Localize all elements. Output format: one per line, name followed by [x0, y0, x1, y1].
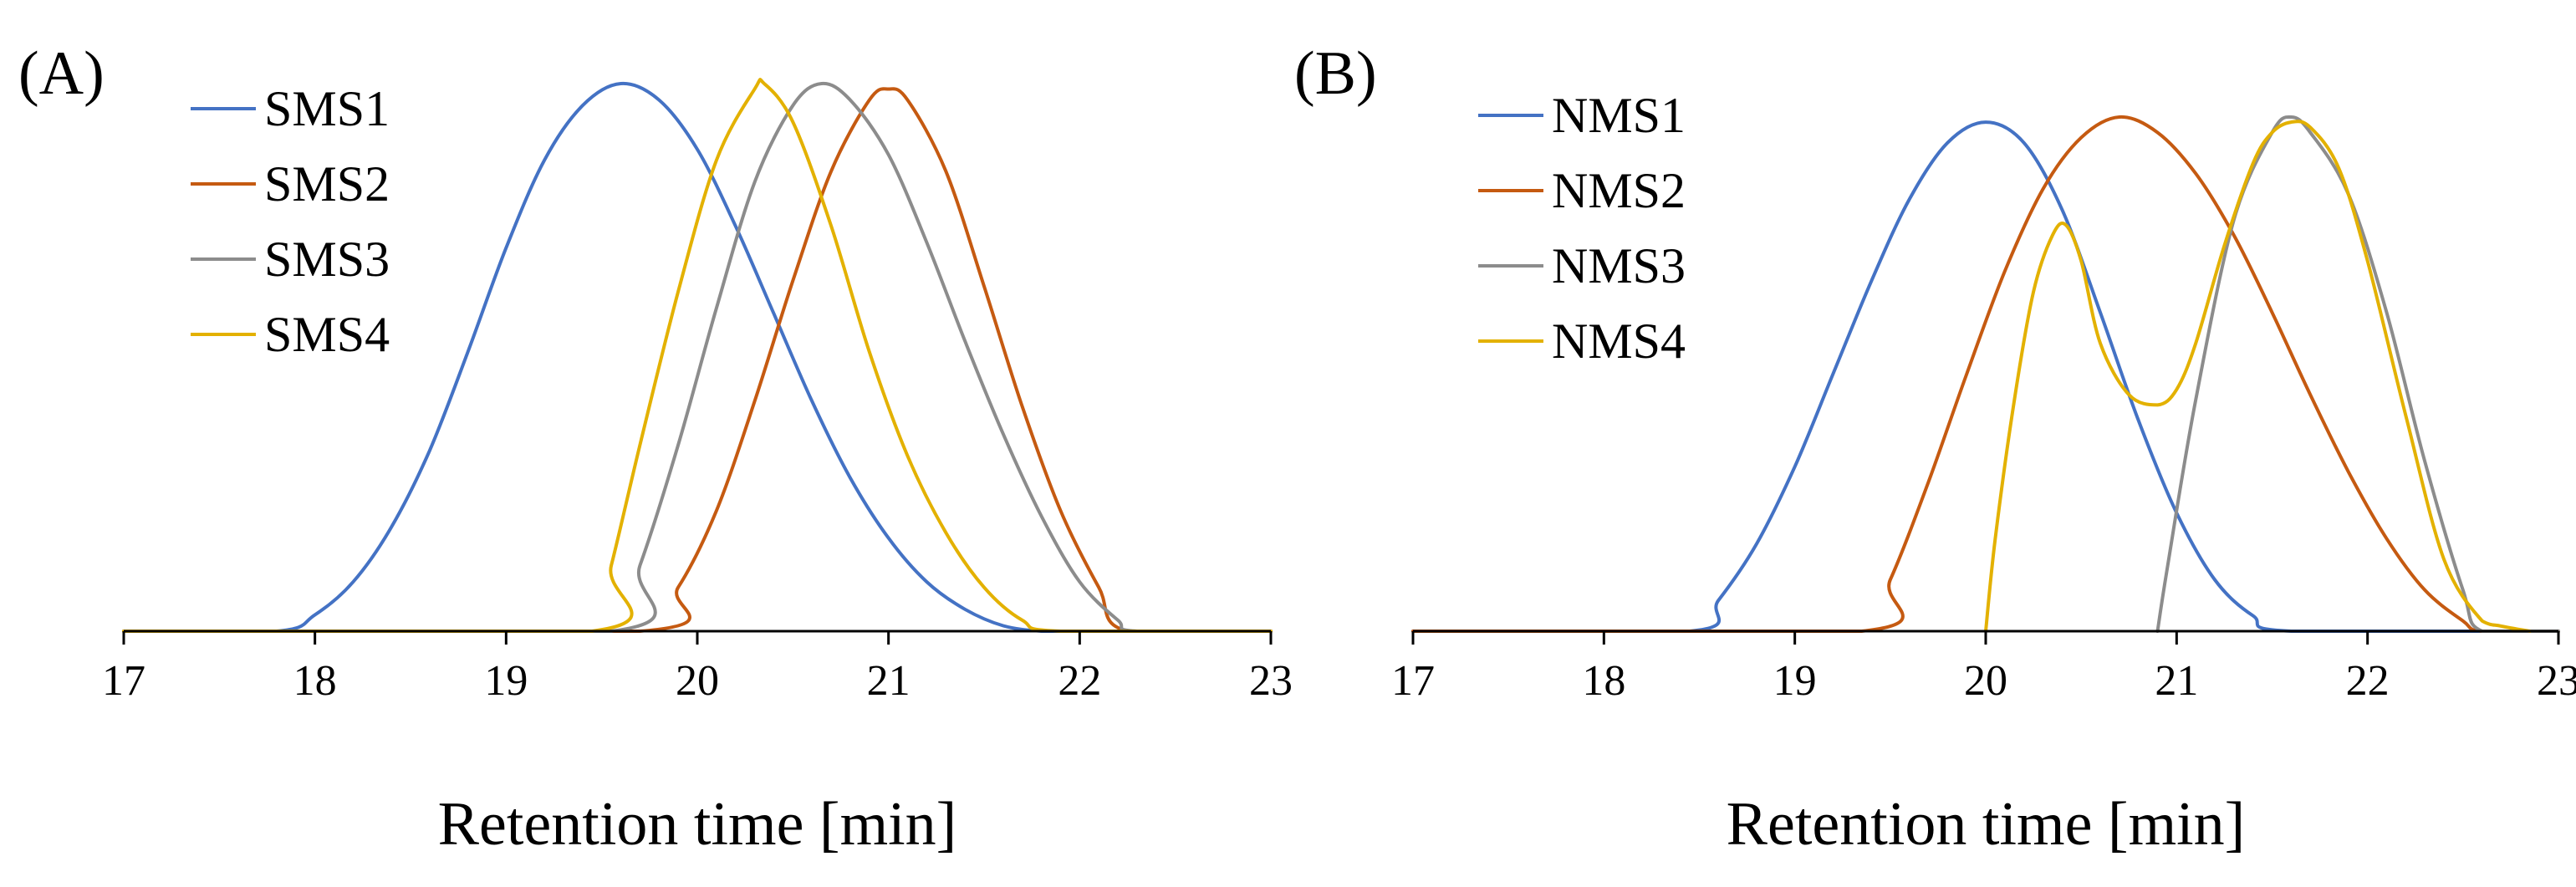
x-tick-label: 19	[484, 657, 528, 705]
x-tick-label: 21	[867, 657, 911, 705]
panel-a: (A) 17 18 19 20 21 22 23 SMS1 SMS2 SMS3 SMS4 Rete…	[18, 39, 1293, 859]
x-tick-label: 22	[2346, 657, 2390, 705]
legend-a: SMS1 SMS2 SMS3 SMS4	[191, 81, 390, 362]
legend-label-nms1: NMS1	[1552, 88, 1686, 143]
legend-label-sms2: SMS2	[264, 156, 390, 212]
x-tick-label: 18	[1582, 657, 1625, 705]
panel-label-a: (A)	[18, 39, 105, 108]
x-tick-label: 18	[293, 657, 337, 705]
series-line-nms4	[1984, 120, 2532, 633]
x-tick-label: 23	[2537, 657, 2576, 705]
series-line-nms2	[1411, 115, 2560, 634]
panel-label-b: (B)	[1294, 39, 1377, 108]
legend-label-sms3: SMS3	[264, 232, 390, 287]
x-tick-label: 22	[1058, 657, 1101, 705]
series-line-sms2	[122, 87, 1273, 634]
x-tick-label: 23	[1249, 657, 1293, 705]
series-line-sms4	[122, 78, 1273, 634]
x-tick-label: 21	[2155, 657, 2198, 705]
legend-label-sms1: SMS1	[264, 81, 390, 136]
x-tick-label: 17	[1391, 657, 1435, 705]
series-line-nms3	[2155, 115, 2560, 634]
x-tick-label: 17	[102, 657, 145, 705]
panel-b: (B) 17 18 19 20 21 22 23 NMS1 NMS2 NMS3 NMS4 Rete…	[1294, 39, 2576, 859]
legend-label-sms4: SMS4	[264, 307, 390, 362]
legend-label-nms2: NMS2	[1552, 163, 1686, 218]
x-axis-title-b: Retention time [min]	[1727, 790, 2246, 859]
series-line-sms1	[122, 81, 1273, 634]
x-ticks-b: 17 18 19 20 21 22 23	[1391, 631, 2576, 705]
series-group-b	[1411, 115, 2560, 634]
x-tick-label: 20	[676, 657, 719, 705]
series-group-a	[122, 78, 1273, 634]
legend-label-nms4: NMS4	[1552, 314, 1686, 369]
x-tick-label: 19	[1773, 657, 1817, 705]
x-axis-title-a: Retention time [min]	[438, 790, 957, 859]
x-ticks-a: 17 18 19 20 21 22 23	[102, 631, 1293, 705]
legend-label-nms3: NMS3	[1552, 238, 1686, 293]
x-tick-label: 20	[1964, 657, 2007, 705]
legend-b: NMS1 NMS2 NMS3 NMS4	[1478, 88, 1686, 369]
series-line-nms1	[1411, 120, 2560, 634]
series-line-sms3	[122, 81, 1273, 634]
